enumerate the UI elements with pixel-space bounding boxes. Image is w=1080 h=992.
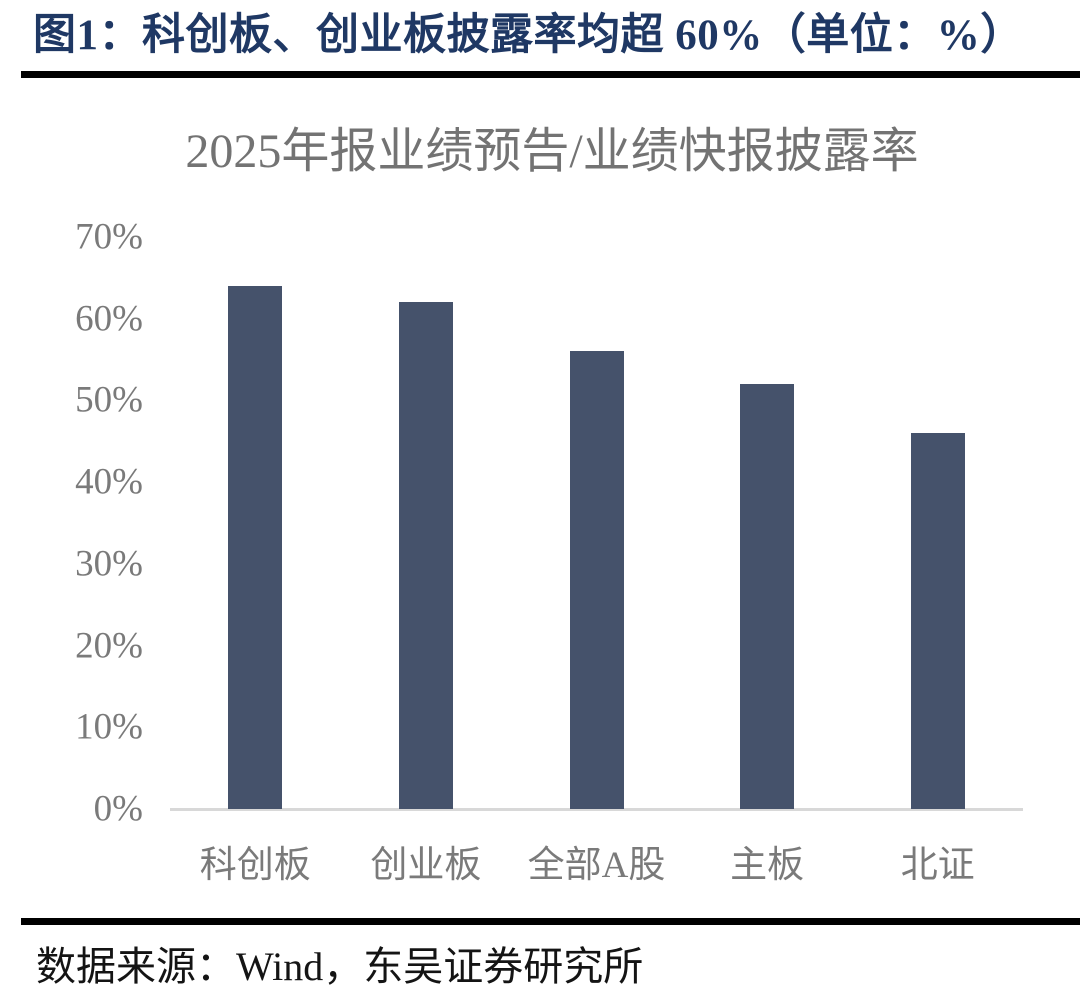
top-divider (21, 71, 1080, 78)
y-tick-label-40: 40% (75, 461, 143, 503)
y-tick-label-10: 10% (75, 706, 143, 748)
y-tick-label-50: 50% (75, 379, 143, 421)
y-tick-label-0: 0% (93, 788, 143, 830)
x-category-label-创业板: 创业板 (370, 845, 482, 886)
bar-全部A股 (569, 351, 624, 809)
x-category-label-全部A股: 全部A股 (527, 845, 666, 886)
y-tick-label-30: 30% (75, 543, 143, 585)
y-tick-label-60: 60% (75, 298, 143, 340)
bar-创业板 (398, 302, 453, 809)
figure-caption: 图1：科创板、创业板披露率均超 60%（单位：%） (33, 12, 1024, 59)
x-category-label-科创板: 科创板 (199, 845, 311, 886)
data-source-note: 数据来源：Wind，东吴证券研究所 (36, 944, 644, 989)
bottom-divider (21, 918, 1080, 925)
x-category-label-主板: 主板 (730, 845, 805, 886)
y-tick-label-70: 70% (75, 216, 143, 258)
x-axis-category-labels: 科创板 创业板 全部A股 主板 北证 (170, 834, 1023, 886)
x-category-label-北证: 北证 (900, 845, 975, 886)
bar-科创板 (228, 286, 283, 809)
x-axis-line (170, 808, 1023, 811)
y-axis-tick-labels: 0% 10% 20% 30% 40% 50% 60% 70% (28, 217, 143, 830)
y-tick-label-20: 20% (75, 625, 143, 667)
plot-area (170, 237, 1023, 811)
bar-北证 (910, 433, 965, 809)
bar-主板 (740, 384, 795, 809)
chart-title: 2025年报业绩预告/业绩快报披露率 (185, 125, 919, 178)
